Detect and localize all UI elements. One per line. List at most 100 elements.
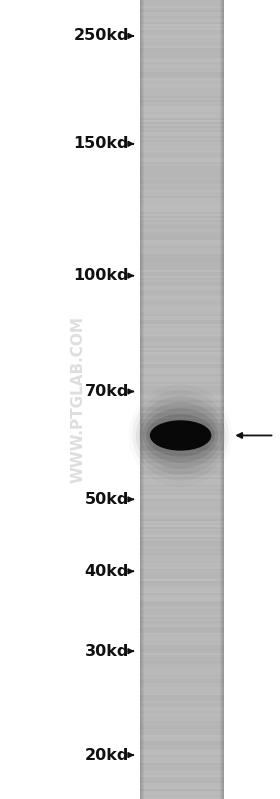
Bar bbox=[140, 708, 224, 711]
Bar bbox=[140, 652, 224, 655]
Bar bbox=[140, 227, 224, 230]
Bar bbox=[140, 395, 224, 398]
Text: 30kd: 30kd bbox=[85, 644, 129, 658]
Bar bbox=[140, 521, 224, 523]
Bar bbox=[140, 223, 224, 225]
Bar bbox=[140, 47, 224, 50]
Bar bbox=[140, 361, 224, 364]
Bar bbox=[140, 79, 224, 82]
Bar bbox=[140, 780, 224, 783]
Bar bbox=[140, 459, 224, 462]
Bar bbox=[140, 237, 224, 240]
Bar bbox=[140, 662, 224, 665]
Bar bbox=[140, 101, 224, 104]
Bar bbox=[140, 81, 224, 84]
Bar bbox=[140, 523, 224, 526]
Bar bbox=[140, 772, 224, 775]
Bar bbox=[140, 641, 224, 643]
Bar bbox=[140, 119, 224, 121]
Bar bbox=[140, 247, 224, 249]
Bar bbox=[140, 582, 224, 585]
Bar bbox=[140, 356, 224, 360]
Bar bbox=[140, 794, 224, 797]
Bar bbox=[222, 0, 223, 799]
Bar bbox=[140, 183, 224, 186]
Bar bbox=[140, 443, 224, 446]
Bar bbox=[140, 115, 224, 117]
Bar bbox=[140, 790, 224, 793]
Bar bbox=[140, 283, 224, 286]
Bar bbox=[140, 74, 224, 76]
Bar bbox=[140, 339, 224, 342]
Bar bbox=[140, 271, 224, 273]
Ellipse shape bbox=[146, 414, 215, 456]
Bar bbox=[140, 529, 224, 531]
Bar bbox=[140, 484, 224, 487]
Bar bbox=[140, 636, 224, 639]
Bar bbox=[140, 18, 224, 20]
Bar bbox=[140, 578, 224, 582]
Bar bbox=[140, 201, 224, 204]
Bar bbox=[140, 457, 224, 459]
Bar bbox=[140, 492, 224, 495]
Bar bbox=[140, 754, 224, 757]
Bar bbox=[140, 329, 224, 332]
Bar bbox=[140, 688, 224, 691]
Bar bbox=[140, 78, 224, 80]
Bar bbox=[140, 626, 224, 630]
Bar bbox=[140, 726, 224, 729]
Bar bbox=[140, 770, 224, 773]
Bar bbox=[140, 620, 224, 623]
Bar bbox=[140, 62, 224, 64]
Bar bbox=[140, 543, 224, 545]
Bar bbox=[140, 435, 224, 438]
Bar bbox=[140, 341, 224, 344]
Bar bbox=[140, 89, 224, 92]
Bar bbox=[140, 239, 224, 241]
Bar bbox=[140, 674, 224, 678]
Bar bbox=[140, 369, 224, 372]
Bar bbox=[140, 185, 224, 188]
Bar bbox=[140, 475, 224, 477]
Bar bbox=[140, 121, 224, 124]
Bar bbox=[140, 215, 224, 217]
Bar bbox=[140, 327, 224, 329]
Bar bbox=[140, 684, 224, 687]
Bar bbox=[140, 548, 224, 551]
Bar bbox=[140, 742, 224, 745]
Bar bbox=[140, 570, 224, 574]
Bar bbox=[140, 309, 224, 312]
Bar bbox=[140, 252, 224, 256]
Bar bbox=[140, 403, 224, 406]
Text: 40kd: 40kd bbox=[85, 564, 129, 578]
Bar bbox=[140, 467, 224, 470]
Bar bbox=[140, 231, 224, 233]
Bar bbox=[140, 145, 224, 148]
Bar bbox=[140, 325, 224, 328]
Bar bbox=[140, 67, 224, 70]
Bar bbox=[140, 91, 224, 94]
Bar bbox=[140, 748, 224, 751]
Bar bbox=[140, 499, 224, 502]
Bar bbox=[140, 444, 224, 447]
Bar bbox=[140, 694, 224, 697]
Bar bbox=[140, 460, 224, 463]
Bar bbox=[140, 260, 224, 264]
Bar bbox=[140, 724, 224, 727]
Bar bbox=[140, 303, 224, 305]
Bar bbox=[140, 22, 224, 24]
Bar bbox=[140, 471, 224, 473]
Bar bbox=[140, 511, 224, 514]
Bar bbox=[140, 710, 224, 713]
Bar bbox=[220, 0, 221, 799]
Bar bbox=[140, 420, 224, 423]
Ellipse shape bbox=[150, 420, 211, 451]
Bar bbox=[140, 59, 224, 62]
Bar bbox=[140, 10, 224, 12]
Bar bbox=[140, 732, 224, 735]
Text: 20kd: 20kd bbox=[85, 748, 129, 762]
Bar bbox=[140, 540, 224, 543]
Bar bbox=[140, 609, 224, 611]
Bar bbox=[140, 387, 224, 390]
Bar bbox=[140, 764, 224, 767]
